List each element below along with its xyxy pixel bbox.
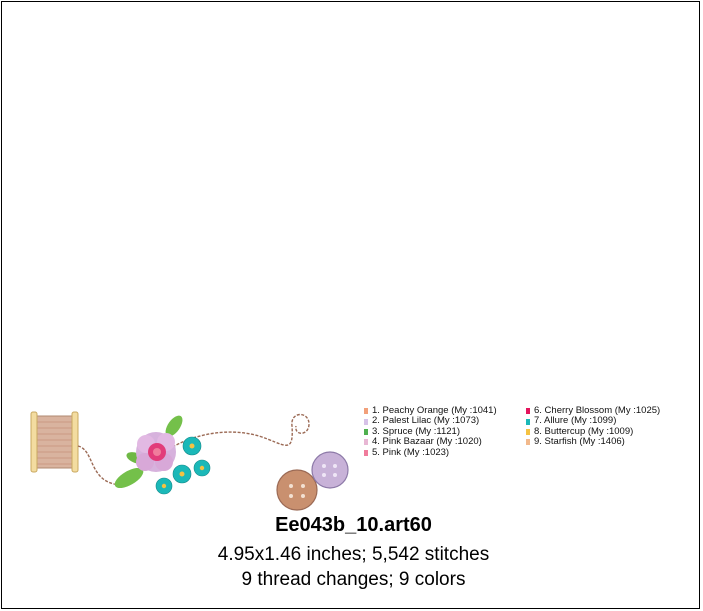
color-swatch-icon (526, 418, 530, 425)
legend-item-label: 2. Palest Lilac (My :1073) (372, 415, 480, 427)
legend-item-label: 1. Peachy Orange (My :1041) (372, 405, 497, 416)
color-swatch-icon (526, 428, 530, 435)
design-title: Ee043b_10.art60 (275, 514, 432, 536)
legend-item: 2. Palest Lilac (My :1073) (364, 415, 497, 427)
embroidery-design-image (30, 411, 349, 511)
legend-item: 3. Spruce (My :1121) (364, 425, 497, 437)
legend-column-1: 1. Peachy Orange (My :1041) 2. Palest Lil… (364, 405, 497, 458)
legend-item: 8. Buttercup (My :1009) (526, 425, 660, 437)
legend-item: 6. Cherry Blossom (My :1025) (526, 405, 661, 416)
color-swatch-icon (364, 449, 368, 456)
legend-item-label: 5. Pink (My :1023) (372, 446, 450, 458)
color-swatch-icon (364, 408, 368, 415)
legend-item-label: 7. Allure (My :1099) (534, 415, 617, 427)
legend-item-label: 3. Spruce (My :1121) (372, 425, 461, 437)
color-swatch-icon (364, 428, 368, 435)
thread-changes-info: 9 thread changes; 9 colors (241, 569, 466, 590)
legend-item: 4. Pink Bazaar (My :1020) (364, 436, 497, 448)
buttons-icon (276, 451, 349, 511)
thread-spool-icon (30, 411, 79, 473)
design-size-info: 4.95x1.46 inches; 5,542 stitches (217, 544, 490, 565)
legend-item: 5. Pink (My :1023) (364, 446, 497, 458)
color-swatch-icon (526, 408, 530, 415)
legend-item-label: 9. Starfish (My :1406) (534, 436, 625, 448)
thread-line (77, 413, 310, 486)
color-swatch-icon (364, 418, 368, 425)
legend-column-2: 6. Cherry Blossom (My :1025) 7. Allure (M… (526, 405, 661, 448)
rose-flower-icon (136, 432, 176, 472)
legend-item-label: 8. Buttercup (My :1009) (534, 425, 634, 437)
color-swatch-icon (364, 439, 368, 446)
teal-flowers-icon (155, 436, 211, 495)
color-swatch-icon (526, 439, 530, 446)
legend-item: 9. Starfish (My :1406) (526, 436, 660, 448)
legend-item-label: 4. Pink Bazaar (My :1020) (372, 436, 482, 448)
legend-item-label: 6. Cherry Blossom (My :1025) (534, 405, 661, 416)
legend-item: 1. Peachy Orange (My :1041) (364, 405, 497, 416)
legend-item: 7. Allure (My :1099) (526, 415, 660, 427)
